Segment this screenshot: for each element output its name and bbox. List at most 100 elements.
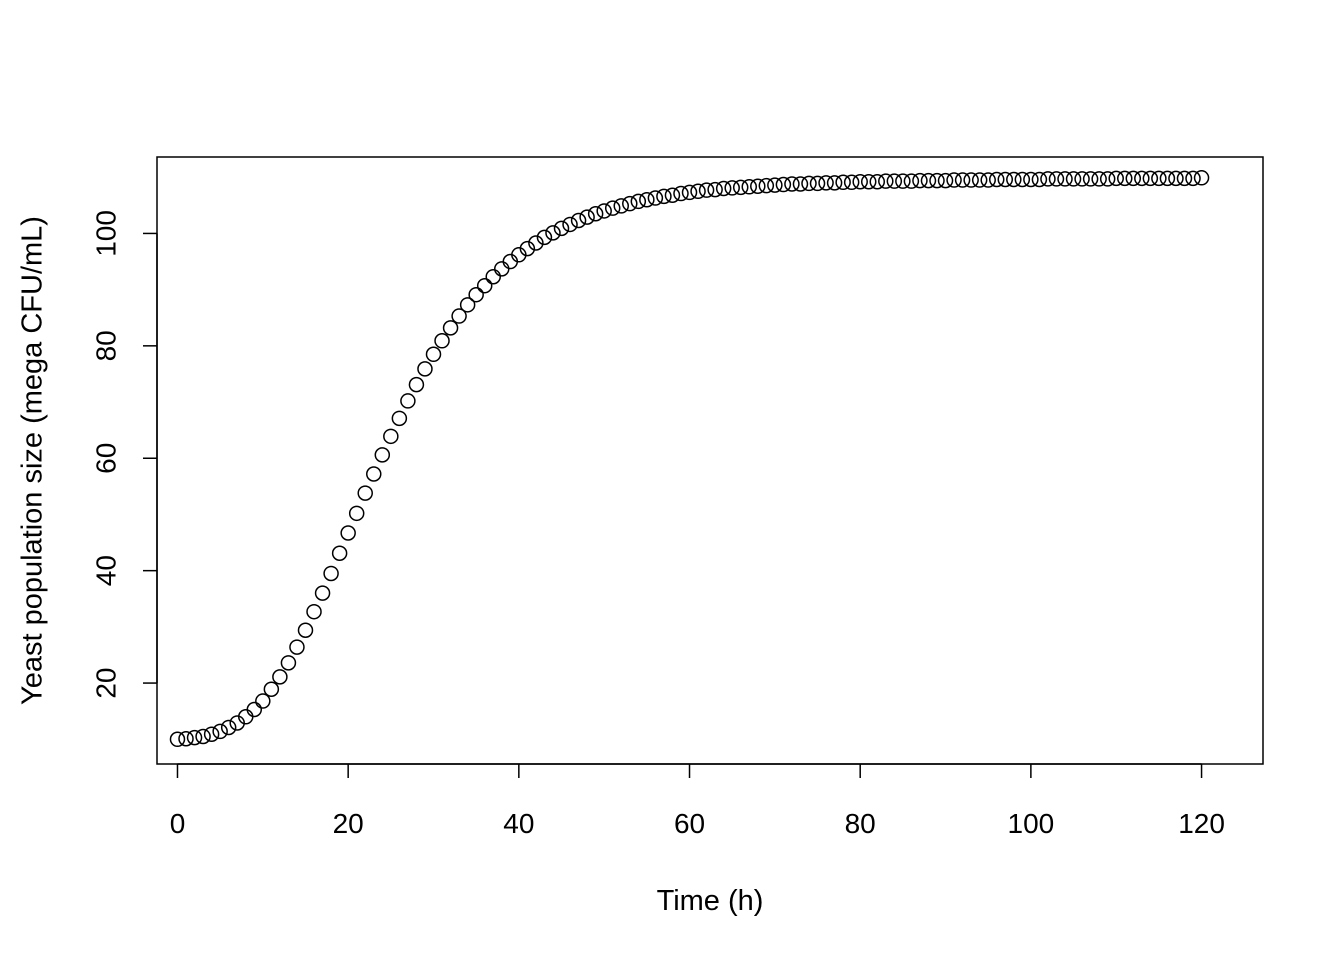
data-point [272, 669, 288, 685]
x-tick-label: 20 [333, 808, 364, 839]
data-point [758, 177, 775, 194]
data-point [963, 172, 979, 188]
data-point [988, 171, 1005, 188]
data-point [767, 177, 783, 193]
data-point [442, 320, 459, 336]
data-point [331, 545, 348, 561]
y-tick-label: 20 [90, 667, 121, 698]
x-axis-title: Time (h) [657, 885, 764, 917]
data-point [954, 172, 971, 188]
data-point [784, 176, 800, 192]
data-point [476, 277, 493, 294]
data-point [1142, 170, 1159, 187]
data-point [707, 181, 723, 198]
data-point [596, 203, 612, 219]
data-point [1099, 171, 1116, 187]
data-point [1006, 171, 1022, 188]
data-point [1134, 170, 1150, 187]
data-point [690, 183, 706, 200]
data-point [1193, 170, 1210, 186]
data-point [886, 173, 903, 189]
data-point [724, 180, 740, 196]
data-point [340, 525, 356, 541]
data-point [383, 428, 399, 445]
data-point [195, 728, 211, 745]
data-point [1040, 171, 1056, 187]
data-point [630, 193, 647, 210]
data-point [818, 175, 834, 191]
data-point [775, 176, 792, 193]
data-point [878, 173, 894, 189]
data-point [169, 731, 186, 748]
data-point [323, 565, 339, 582]
data-point [459, 297, 476, 313]
data-point [562, 216, 578, 233]
data-point [1014, 171, 1031, 188]
data-point [579, 209, 595, 225]
data-point [1117, 170, 1133, 187]
data-point [425, 346, 442, 363]
data-point [860, 173, 877, 190]
y-axis-title: Yeast population size (mega CFU/mL) [17, 216, 49, 705]
data-point [903, 173, 920, 189]
data-point [1091, 171, 1107, 187]
data-point [681, 184, 698, 201]
data-point [1065, 171, 1082, 187]
data-point [314, 585, 331, 601]
data-point [587, 206, 604, 222]
data-point [639, 191, 655, 208]
data-point [417, 361, 433, 377]
data-point [732, 179, 749, 196]
y-tick-label: 100 [90, 210, 121, 257]
data-point [604, 200, 621, 216]
data-point [664, 187, 681, 203]
data-point [553, 220, 570, 237]
data-point [613, 198, 629, 214]
data-point [1159, 170, 1176, 187]
data-point [203, 726, 220, 742]
data-point [673, 185, 689, 202]
plot-area-frame [156, 156, 1264, 765]
data-point [801, 175, 817, 192]
data-point [1048, 171, 1065, 187]
data-point [997, 171, 1014, 188]
data-point [1023, 171, 1039, 188]
data-point [741, 179, 758, 195]
data-point [792, 176, 809, 192]
x-tick-label: 60 [674, 808, 705, 839]
data-point [451, 308, 467, 324]
data-point [809, 175, 826, 192]
data-point [391, 410, 408, 427]
data-point [255, 693, 271, 709]
data-point [434, 333, 450, 349]
data-point [545, 225, 561, 241]
data-point [971, 172, 988, 188]
data-point [852, 173, 868, 190]
y-tick-label: 40 [90, 555, 121, 586]
data-point [306, 603, 322, 620]
data-point [980, 172, 996, 188]
data-point [826, 175, 843, 191]
y-tick-label: 60 [90, 443, 121, 474]
data-point [835, 174, 851, 191]
data-point [656, 188, 672, 205]
data-point [920, 172, 937, 189]
data-point [519, 240, 536, 257]
data-point [366, 466, 382, 482]
data-point [1151, 170, 1167, 187]
data-point [937, 172, 954, 189]
data-point [1031, 171, 1048, 188]
y-tick-label: 80 [90, 330, 121, 361]
x-tick-label: 80 [845, 808, 876, 839]
data-point [698, 182, 715, 198]
data-point [297, 622, 314, 638]
data-point [374, 447, 391, 463]
data-point [1168, 170, 1184, 187]
data-point [357, 485, 373, 501]
x-tick-label: 100 [1008, 808, 1055, 839]
data-point [263, 681, 280, 697]
data-point [494, 261, 510, 277]
data-point [1074, 171, 1090, 187]
data-point [570, 212, 587, 229]
data-point [622, 195, 638, 212]
